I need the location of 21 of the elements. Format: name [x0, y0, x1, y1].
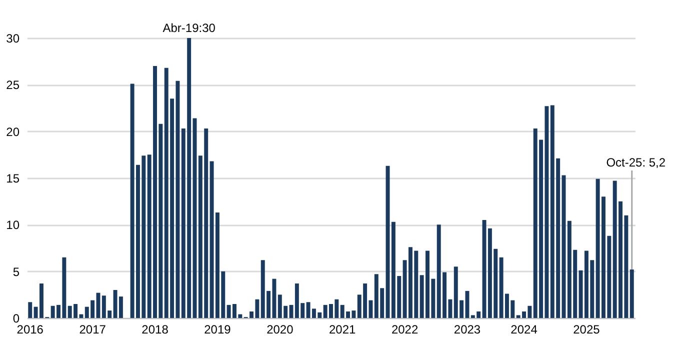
annotation: Oct-25: 5,2 — [606, 155, 666, 170]
x-tick-label: 2025 — [573, 322, 600, 336]
x-tick-label: 2019 — [204, 322, 232, 336]
x-tick-label: 2017 — [79, 322, 106, 336]
bar — [28, 302, 32, 318]
x-tick-label: 2022 — [391, 322, 418, 336]
y-tick-label: 5 — [12, 264, 20, 279]
y-tick-label: 15 — [6, 172, 20, 186]
annotation: Abr-19:30 — [162, 21, 216, 35]
x-tick-label: 2024 — [510, 322, 538, 336]
y-tick-label: 20 — [6, 124, 20, 139]
y-tick-label: 30 — [6, 32, 20, 46]
x-tick-label: 2020 — [266, 322, 294, 336]
y-tick-label: 0 — [12, 312, 20, 326]
y-tick-label: 25 — [6, 78, 20, 92]
x-tick-label: 2016 — [16, 322, 44, 336]
x-tick-label: 2023 — [454, 322, 481, 336]
x-tick-label: 2018 — [142, 322, 169, 336]
bar — [630, 269, 634, 318]
x-tick-label: 2021 — [329, 322, 356, 336]
y-tick-label: 10 — [6, 218, 20, 232]
